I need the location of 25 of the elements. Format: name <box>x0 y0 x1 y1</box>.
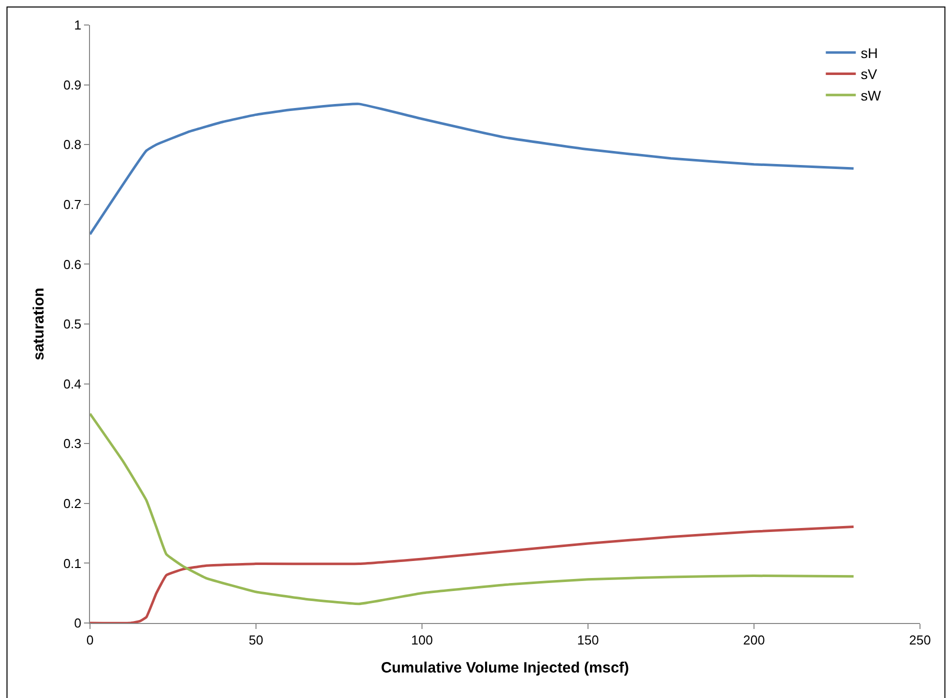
x-tick-label: 0 <box>86 632 94 648</box>
legend-label: sV <box>860 66 878 82</box>
y-tick-label: 0.9 <box>63 77 82 92</box>
legend-label: sW <box>860 87 882 104</box>
line-series <box>90 412 855 606</box>
y-tick-label: 0.2 <box>63 496 82 511</box>
y-tick-label: 0.7 <box>63 196 82 212</box>
y-tick-label: 1 <box>74 18 82 33</box>
y-tick-label: 0.3 <box>63 436 82 452</box>
y-tick-label: 0 <box>74 616 82 631</box>
y-tick-label: 0.6 <box>63 256 82 272</box>
x-tick-label: 200 <box>743 632 765 648</box>
legend-label: sH <box>860 45 878 62</box>
x-tick-label: 100 <box>411 632 433 648</box>
y-tick-label: 0.8 <box>63 137 82 152</box>
x-axis-title: Cumulative Volume Injected (mscf) <box>380 660 630 677</box>
y-axis-title: saturation <box>30 288 48 360</box>
y-tick-label: 0.5 <box>63 316 82 332</box>
x-tick-label: 250 <box>909 632 931 648</box>
y-tick-label: 0.4 <box>63 376 82 392</box>
line-series <box>90 525 855 623</box>
x-tick-label: 50 <box>248 632 264 648</box>
line-series <box>90 102 855 236</box>
y-tick-label: 0.1 <box>63 556 82 571</box>
x-tick-label: 150 <box>577 632 599 648</box>
